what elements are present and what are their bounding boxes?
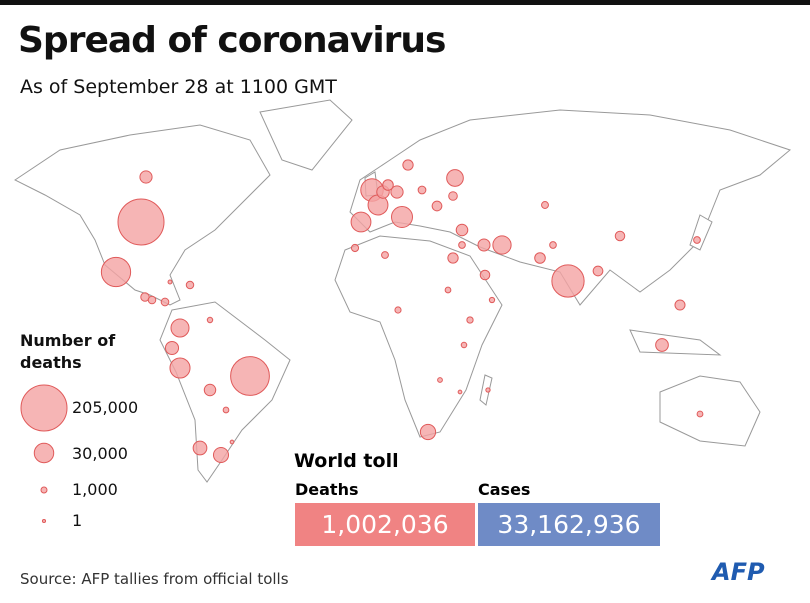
legend-title: Number of deaths <box>20 331 116 372</box>
death-bubble <box>230 356 270 396</box>
death-bubble <box>431 200 443 212</box>
death-bubble <box>485 387 491 393</box>
death-bubble <box>693 236 701 244</box>
australia <box>659 375 761 447</box>
bubbles <box>100 159 704 464</box>
death-bubble <box>488 296 496 304</box>
subtitle: As of September 28 at 1100 GMT <box>20 76 337 98</box>
legend-circles <box>20 384 68 524</box>
cases-box <box>478 503 660 546</box>
death-bubble <box>447 252 459 264</box>
legend-label: 1,000 <box>72 480 118 499</box>
greenland <box>259 99 353 171</box>
cases-label: Cases <box>478 480 531 499</box>
legend-circle <box>20 384 68 432</box>
death-bubble <box>592 265 604 277</box>
death-bubble <box>185 280 195 290</box>
legend-circle <box>33 442 55 464</box>
logo: AFP <box>712 558 765 586</box>
death-bubble <box>541 201 549 209</box>
death-bubble <box>457 389 463 395</box>
death-bubble <box>417 185 427 195</box>
death-bubble <box>402 159 414 171</box>
death-bubble <box>203 383 217 397</box>
legend-label: 30,000 <box>72 444 128 463</box>
top-bar <box>0 0 810 5</box>
death-bubble <box>139 170 153 184</box>
deaths-label: Deaths <box>295 480 359 499</box>
death-bubble <box>614 230 626 242</box>
death-bubble <box>444 286 452 294</box>
death-bubble <box>169 357 191 379</box>
death-bubble <box>437 377 443 383</box>
death-bubble <box>100 256 132 288</box>
legend-label: 1 <box>72 511 83 530</box>
death-bubble <box>381 251 389 259</box>
death-bubble <box>460 341 468 349</box>
death-bubble <box>674 299 686 311</box>
death-bubble <box>448 191 458 201</box>
title: Spread of coronavirus <box>18 20 446 61</box>
death-bubble <box>164 340 180 356</box>
death-bubble <box>229 439 235 445</box>
legend-label: 205,000 <box>72 398 139 417</box>
death-bubble <box>390 185 404 199</box>
africa <box>334 235 503 438</box>
death-bubble <box>167 279 173 285</box>
death-bubble <box>350 243 360 253</box>
deaths-box <box>295 503 475 546</box>
death-bubble <box>458 241 466 249</box>
eurasia <box>349 109 792 306</box>
death-bubble <box>492 235 512 255</box>
deaths-value: 1,002,036 <box>321 510 449 539</box>
indonesia <box>629 329 722 356</box>
death-bubble <box>147 295 157 305</box>
world-toll-title: World toll <box>294 450 399 472</box>
death-bubble <box>534 252 546 264</box>
death-bubble <box>394 306 402 314</box>
death-bubble <box>551 264 585 298</box>
death-bubble <box>419 423 437 441</box>
death-bubble <box>206 316 214 324</box>
death-bubble <box>549 241 557 249</box>
legend-circle <box>40 486 48 494</box>
death-bubble <box>479 269 491 281</box>
death-bubble <box>696 410 704 418</box>
death-bubble <box>212 446 230 464</box>
cases-value: 33,162,936 <box>497 510 641 539</box>
death-bubble <box>477 238 491 252</box>
death-bubble <box>446 169 464 187</box>
death-bubble <box>170 318 190 338</box>
death-bubble <box>222 406 230 414</box>
death-bubble <box>391 206 413 228</box>
death-bubble <box>455 223 469 237</box>
death-bubble <box>160 297 170 307</box>
death-bubble <box>350 211 372 233</box>
death-bubble <box>466 316 474 324</box>
death-bubble <box>382 179 394 191</box>
source: Source: AFP tallies from official tolls <box>20 570 289 588</box>
death-bubble <box>655 338 669 352</box>
legend-circle <box>41 518 47 524</box>
death-bubble <box>192 440 208 456</box>
death-bubble <box>117 198 165 246</box>
